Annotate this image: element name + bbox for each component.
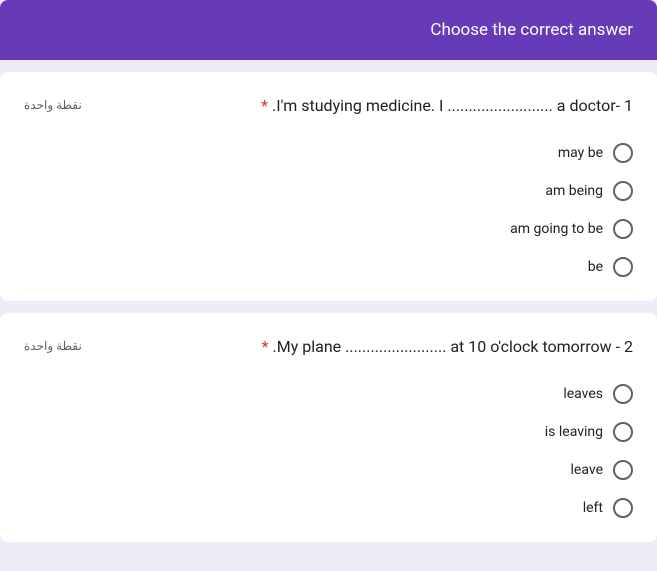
required-mark: * bbox=[261, 96, 268, 115]
options-group: may be am being am going to be be bbox=[24, 143, 633, 277]
question-row: نقطة واحدة * .My plane .................… bbox=[24, 337, 633, 356]
radio-icon bbox=[613, 498, 633, 518]
option-label: left bbox=[583, 500, 603, 516]
radio-icon bbox=[613, 384, 633, 404]
option-label: leaves bbox=[563, 386, 603, 402]
question-card: نقطة واحدة * .My plane .................… bbox=[0, 313, 657, 542]
points-label: نقطة واحدة bbox=[24, 96, 82, 112]
radio-icon bbox=[613, 460, 633, 480]
required-mark: * bbox=[262, 337, 269, 356]
radio-icon bbox=[613, 257, 633, 277]
option[interactable]: am going to be bbox=[510, 219, 633, 239]
option-label: am being bbox=[545, 183, 603, 199]
question-card: نقطة واحدة * .I'm studying medicine. I .… bbox=[0, 72, 657, 301]
option-label: may be bbox=[558, 145, 603, 161]
question-text: * .I'm studying medicine. I ............… bbox=[82, 96, 633, 115]
radio-icon bbox=[613, 143, 633, 163]
option[interactable]: leaves bbox=[563, 384, 633, 404]
radio-icon bbox=[613, 181, 633, 201]
option-label: be bbox=[588, 259, 603, 275]
question-body: .I'm studying medicine. I ..............… bbox=[272, 96, 633, 115]
option-label: leave bbox=[571, 462, 603, 478]
options-group: leaves is leaving leave left bbox=[24, 384, 633, 518]
option[interactable]: leave bbox=[571, 460, 633, 480]
section-header: Choose the correct answer bbox=[0, 0, 657, 60]
option[interactable]: left bbox=[583, 498, 633, 518]
radio-icon bbox=[613, 422, 633, 442]
radio-icon bbox=[613, 219, 633, 239]
question-row: نقطة واحدة * .I'm studying medicine. I .… bbox=[24, 96, 633, 115]
option-label: am going to be bbox=[510, 221, 603, 237]
question-text: * .My plane ........................ at … bbox=[82, 337, 633, 356]
option[interactable]: be bbox=[588, 257, 633, 277]
question-body: .My plane ........................ at 10… bbox=[273, 337, 633, 356]
section-title: Choose the correct answer bbox=[430, 20, 633, 40]
option-label: is leaving bbox=[545, 424, 603, 440]
option[interactable]: may be bbox=[558, 143, 633, 163]
points-label: نقطة واحدة bbox=[24, 337, 82, 353]
option[interactable]: am being bbox=[545, 181, 633, 201]
option[interactable]: is leaving bbox=[545, 422, 633, 442]
